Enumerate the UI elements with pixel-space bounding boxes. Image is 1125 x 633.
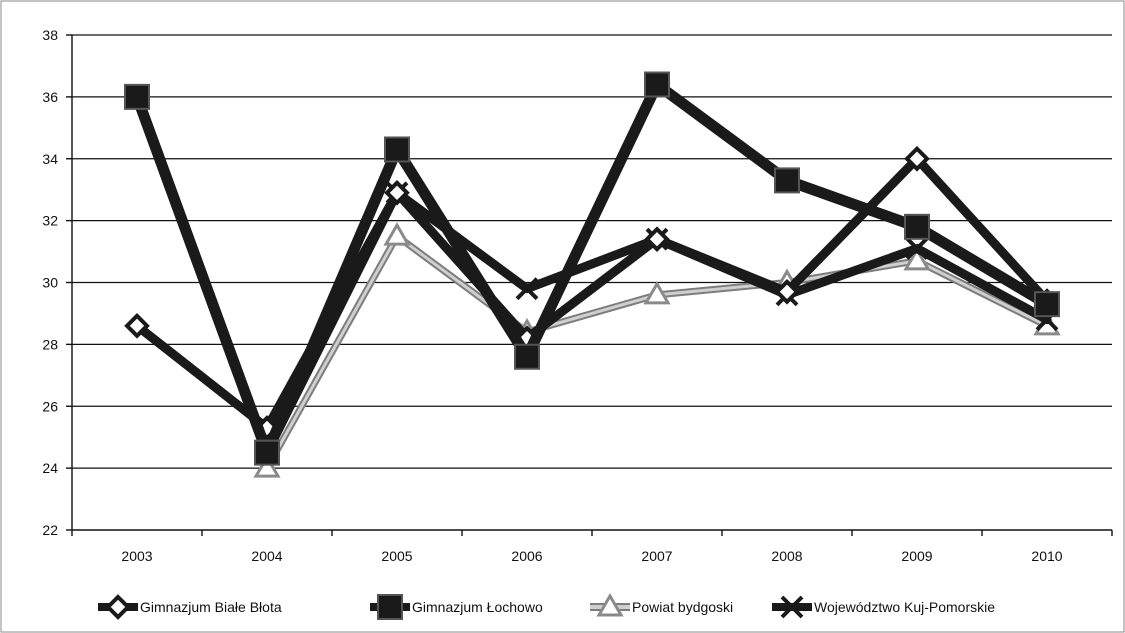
- data-point: [254, 439, 280, 466]
- data-point: [384, 179, 410, 206]
- y-tick-label: 32: [42, 213, 58, 229]
- legend-marker: [596, 593, 624, 617]
- x-tick-label: 2004: [251, 548, 282, 564]
- legend-label: Województwo Kuj-Pomorskie: [814, 599, 995, 615]
- data-point: [904, 213, 930, 240]
- x-tick-label: 2006: [511, 548, 542, 564]
- data-point: [124, 83, 150, 110]
- series-group: [124, 71, 1061, 478]
- data-point: [644, 226, 670, 253]
- legend-item: Powiat bydgoski: [590, 593, 733, 617]
- data-point: [643, 280, 671, 305]
- data-point: [384, 136, 410, 163]
- y-tick-label: 38: [42, 27, 58, 43]
- data-point: [903, 246, 931, 271]
- legend-label: Powiat bydgoski: [632, 599, 733, 615]
- legend-item: Województwo Kuj-Pomorskie: [772, 595, 995, 619]
- x-tick-label: 2007: [641, 548, 672, 564]
- y-tick-label: 24: [42, 460, 58, 476]
- data-point: [904, 145, 930, 172]
- legend-marker: [780, 595, 804, 619]
- x-tick-label: 2003: [121, 548, 152, 564]
- data-point: [905, 237, 929, 260]
- y-tick-label: 28: [42, 336, 58, 352]
- data-point: [774, 278, 800, 305]
- series-2: [124, 71, 1060, 466]
- x-marker-stroke: [905, 237, 929, 260]
- y-tick-label: 36: [42, 89, 58, 105]
- legend-label: Gimnazjum Łochowo: [412, 599, 543, 615]
- legend-marker: [105, 594, 131, 620]
- data-point: [514, 343, 540, 370]
- axes: 22 24 26 28 30 32 34 36 38 2003 2004 2005 2006 2007 20…: [42, 27, 1113, 564]
- x-marker-stroke: [515, 277, 539, 301]
- legend-item: Gimnazjum Białe Błota: [98, 594, 282, 620]
- data-point: [1034, 291, 1060, 318]
- data-point: [515, 277, 539, 301]
- y-tick-label: 30: [42, 275, 58, 291]
- x-tick-label: 2008: [771, 548, 802, 564]
- legend-item: Gimnazjum Łochowo: [370, 594, 543, 620]
- x-marker-stroke: [780, 595, 804, 619]
- series-line: [131, 79, 1053, 459]
- x-tick-label: 2010: [1031, 548, 1062, 564]
- legend-label: Gimnazjum Białe Błota: [140, 599, 282, 615]
- data-point: [253, 454, 281, 478]
- y-tick-label: 22: [42, 522, 58, 538]
- data-point: [774, 167, 800, 194]
- data-point: [124, 312, 150, 339]
- x-tick-label: 2009: [901, 548, 932, 564]
- y-tick-label: 26: [42, 398, 58, 414]
- legend: Gimnazjum Białe Błota Gimnazjum Łochowo Po…: [98, 593, 995, 620]
- data-point: [644, 71, 670, 98]
- y-tick-label: 34: [42, 151, 58, 167]
- data-point: [383, 222, 411, 246]
- legend-marker: [377, 594, 403, 620]
- x-tick-label: 2005: [381, 548, 412, 564]
